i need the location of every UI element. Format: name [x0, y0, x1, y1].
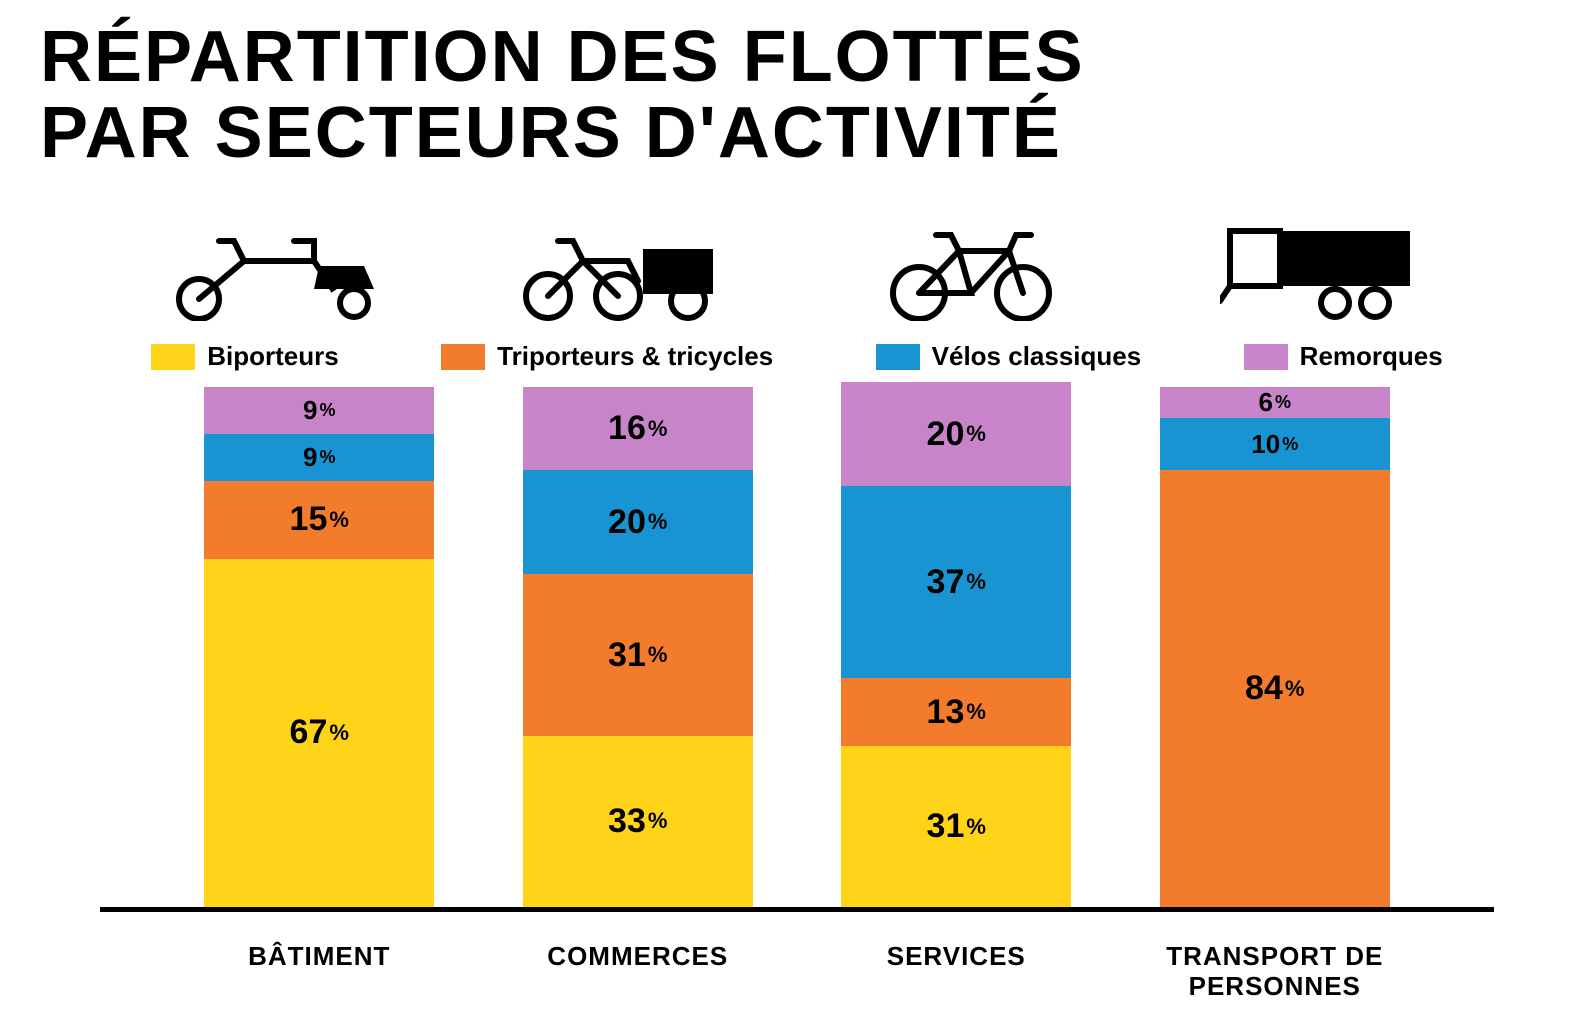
bar-segment: 6% — [1160, 387, 1390, 418]
percent-sign: % — [966, 421, 986, 447]
icons-row — [40, 201, 1554, 321]
stacked-bar-chart: 9%9%15%67%16%20%31%33%20%37%13%31%6%10%8… — [100, 392, 1494, 912]
bar-segment: 10% — [1160, 418, 1390, 470]
percent-sign: % — [648, 808, 668, 834]
segment-value: 67 — [290, 713, 328, 752]
swatch-velos — [876, 344, 920, 370]
bar-segment: 84% — [1160, 470, 1390, 907]
swatch-remorques — [1244, 344, 1288, 370]
bar-segment: 9% — [204, 387, 434, 434]
remorque-icon — [1146, 221, 1495, 321]
biporteur-icon — [100, 221, 449, 321]
legend: Biporteurs Triporteurs & tricycles Vélos… — [40, 341, 1554, 392]
percent-sign: % — [1282, 434, 1298, 455]
legend-triporteurs: Triporteurs & tricycles — [441, 341, 773, 372]
bar-segment: 31% — [841, 746, 1071, 907]
x-axis-label: COMMERCES — [523, 942, 753, 1002]
percent-sign: % — [648, 509, 668, 535]
swatch-biporteurs — [151, 344, 195, 370]
percent-sign: % — [319, 447, 335, 468]
segment-value: 9 — [303, 395, 317, 426]
segment-value: 16 — [608, 409, 646, 448]
bar-segment: 9% — [204, 434, 434, 481]
percent-sign: % — [329, 720, 349, 746]
segment-value: 15 — [290, 500, 328, 539]
x-axis-label: BÂTIMENT — [204, 942, 434, 1002]
segment-value: 84 — [1245, 669, 1283, 708]
title-line-2: PAR SECTEURS D'ACTIVITÉ — [40, 96, 1554, 172]
legend-label-biporteurs: Biporteurs — [207, 341, 338, 372]
bar-segment: 37% — [841, 486, 1071, 678]
title-line-1: RÉPARTITION DES FLOTTES — [40, 20, 1554, 96]
velo-icon — [797, 221, 1146, 321]
percent-sign: % — [966, 699, 986, 725]
bar: 20%37%13%31% — [841, 382, 1071, 907]
bar: 6%10%84% — [1160, 387, 1390, 907]
bar-segment: 16% — [523, 387, 753, 470]
segment-value: 37 — [927, 563, 965, 602]
swatch-triporteurs — [441, 344, 485, 370]
percent-sign: % — [1285, 676, 1305, 702]
percent-sign: % — [1275, 392, 1291, 413]
bar-segment: 20% — [841, 382, 1071, 486]
legend-biporteurs: Biporteurs — [151, 341, 338, 372]
legend-remorques: Remorques — [1244, 341, 1443, 372]
bar: 9%9%15%67% — [204, 387, 434, 907]
legend-label-remorques: Remorques — [1300, 341, 1443, 372]
bar-segment: 33% — [523, 736, 753, 908]
percent-sign: % — [966, 814, 986, 840]
percent-sign: % — [329, 507, 349, 533]
segment-value: 20 — [927, 415, 965, 454]
segment-value: 13 — [927, 693, 965, 732]
segment-value: 31 — [927, 807, 965, 846]
bar-segment: 15% — [204, 481, 434, 559]
bar-segment: 13% — [841, 678, 1071, 746]
legend-label-triporteurs: Triporteurs & tricycles — [497, 341, 773, 372]
segment-value: 20 — [608, 503, 646, 542]
bar-segment: 31% — [523, 574, 753, 735]
chart-title: RÉPARTITION DES FLOTTES PAR SECTEURS D'A… — [40, 20, 1554, 171]
percent-sign: % — [648, 642, 668, 668]
x-axis-label: SERVICES — [841, 942, 1071, 1002]
bar-segment: 67% — [204, 559, 434, 907]
x-axis: BÂTIMENT COMMERCES SERVICES TRANSPORT DE PE… — [100, 912, 1494, 1002]
segment-value: 33 — [608, 802, 646, 841]
segment-value: 10 — [1251, 429, 1280, 460]
legend-label-velos: Vélos classiques — [932, 341, 1142, 372]
legend-velos: Vélos classiques — [876, 341, 1142, 372]
bar-segment: 20% — [523, 470, 753, 574]
triporteur-icon — [449, 221, 798, 321]
percent-sign: % — [319, 400, 335, 421]
segment-value: 31 — [608, 636, 646, 675]
bar: 16%20%31%33% — [523, 387, 753, 907]
segment-value: 9 — [303, 442, 317, 473]
x-axis-label: TRANSPORT DE PERSONNES — [1160, 942, 1390, 1002]
percent-sign: % — [648, 416, 668, 442]
segment-value: 6 — [1259, 387, 1273, 418]
percent-sign: % — [966, 569, 986, 595]
